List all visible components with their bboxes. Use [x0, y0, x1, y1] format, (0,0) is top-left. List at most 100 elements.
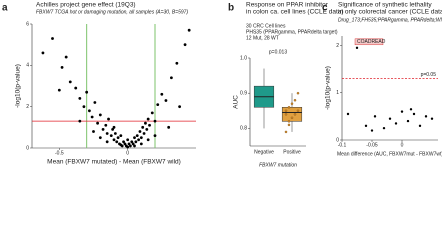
point [153, 119, 157, 123]
point [146, 138, 150, 142]
point [137, 138, 141, 142]
point [167, 125, 171, 129]
point [175, 61, 179, 65]
point-label: COADREAD [357, 39, 386, 45]
x-tick-label: -0.05 [366, 142, 378, 148]
point [170, 76, 173, 80]
point [388, 117, 392, 120]
point [68, 80, 72, 84]
point [127, 142, 131, 146]
point [139, 142, 143, 146]
point [409, 108, 413, 111]
point [134, 140, 138, 144]
x-axis-label: Mean (FBXW7 mutated) - Mean (FBXW7 wild) [47, 159, 181, 166]
point [111, 127, 115, 131]
x-axis-label: Mean difference (AUC, FBXW7mut - FBXW7wt… [337, 151, 442, 157]
note: PHS35 (PPARgamma, PPARdelta target) [246, 29, 338, 35]
point [290, 116, 294, 120]
point [382, 126, 386, 130]
point [74, 86, 78, 90]
point [60, 66, 64, 69]
point [51, 37, 54, 40]
x-tick-label: 0 [126, 150, 129, 156]
subtitle: FBXW7 TCGA hot or damaging mutation, all… [36, 9, 188, 15]
point [64, 55, 68, 59]
point [293, 113, 297, 116]
point [290, 102, 294, 106]
point [355, 46, 359, 50]
point [119, 134, 123, 138]
point [373, 115, 377, 118]
y-tick-label: 2 [336, 43, 339, 49]
note: 30 CRC Cell lines [246, 23, 286, 29]
point [145, 127, 149, 131]
point [296, 109, 300, 113]
point [85, 90, 89, 94]
y-axis-label: -log10(p-value) [325, 66, 332, 110]
point [284, 113, 288, 116]
point [148, 123, 151, 127]
point [370, 129, 374, 132]
point [131, 142, 135, 146]
point [113, 132, 117, 135]
point [153, 134, 157, 138]
point [104, 123, 108, 127]
point [78, 97, 82, 100]
point [78, 119, 82, 123]
point [138, 130, 142, 133]
point [146, 117, 150, 121]
point [112, 138, 116, 142]
point [133, 144, 136, 148]
y-axis-label: -log10(p-value) [15, 64, 22, 108]
point [139, 136, 143, 140]
point [107, 117, 110, 121]
point [424, 115, 428, 118]
point [284, 130, 288, 134]
y-tick-label: 0.9 [240, 91, 247, 97]
point [178, 105, 182, 109]
x-tick-label: Negative [254, 149, 274, 155]
chart-title: in only colorectal cancer (CCLE data) [338, 9, 442, 16]
x-axis-label: FBXW7 mutation [259, 162, 297, 168]
chart-title: Achilles project gene effect (19Q3) [36, 2, 136, 9]
y-tick-label: 2 [26, 104, 29, 110]
chart-title: Significance of synthetic lethality [338, 2, 432, 9]
panel-label: a [2, 3, 8, 14]
x-tick-label: -0.5 [55, 150, 64, 156]
point [41, 51, 45, 55]
point [364, 124, 368, 128]
point [98, 113, 102, 117]
point [105, 132, 109, 135]
point [284, 109, 288, 113]
point [156, 103, 160, 106]
point [126, 145, 130, 149]
point [144, 121, 147, 125]
point [82, 105, 86, 109]
point [164, 99, 168, 102]
x-tick-label: Positive [283, 149, 301, 155]
point-label-box [354, 38, 384, 46]
figure: a Achilles project gene effect (19Q3)FBXW… [2, 2, 442, 169]
point [116, 136, 120, 140]
point [150, 111, 154, 115]
point [287, 106, 291, 109]
point [394, 122, 398, 125]
point [96, 121, 99, 125]
point [142, 132, 146, 135]
point [296, 91, 300, 95]
y-tick-label: 0 [26, 145, 29, 151]
point [287, 123, 291, 127]
panel-label: b [228, 3, 234, 14]
point [90, 115, 94, 119]
point [101, 127, 105, 131]
point [119, 143, 123, 147]
point [126, 138, 130, 142]
chart-title: Response on PPAR inhibitor [246, 2, 329, 9]
point [406, 119, 410, 123]
y-tick-label: 0 [336, 137, 339, 143]
point [412, 112, 416, 116]
point [430, 117, 434, 120]
y-tick-label: 6 [26, 21, 29, 27]
x-tick-label: -0.1 [338, 142, 347, 148]
point [105, 140, 109, 144]
